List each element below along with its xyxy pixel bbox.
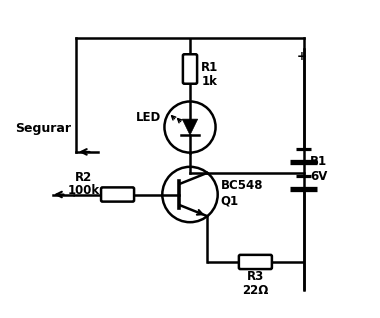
Text: 22Ω: 22Ω <box>242 284 269 297</box>
Text: R3: R3 <box>247 270 264 283</box>
Text: B1: B1 <box>310 155 327 168</box>
FancyBboxPatch shape <box>239 255 272 269</box>
Text: BC548: BC548 <box>220 179 263 192</box>
Text: 6V: 6V <box>310 170 328 183</box>
Text: +: + <box>297 50 307 63</box>
Text: Segurar: Segurar <box>15 122 71 135</box>
Text: LED: LED <box>136 111 162 124</box>
FancyBboxPatch shape <box>183 54 197 84</box>
Text: 1k: 1k <box>201 75 217 88</box>
Text: R1: R1 <box>201 61 218 74</box>
FancyBboxPatch shape <box>101 187 134 202</box>
Text: Q1: Q1 <box>220 194 239 207</box>
Text: R2: R2 <box>75 171 92 184</box>
Text: 100k: 100k <box>67 184 100 197</box>
Polygon shape <box>182 119 198 135</box>
